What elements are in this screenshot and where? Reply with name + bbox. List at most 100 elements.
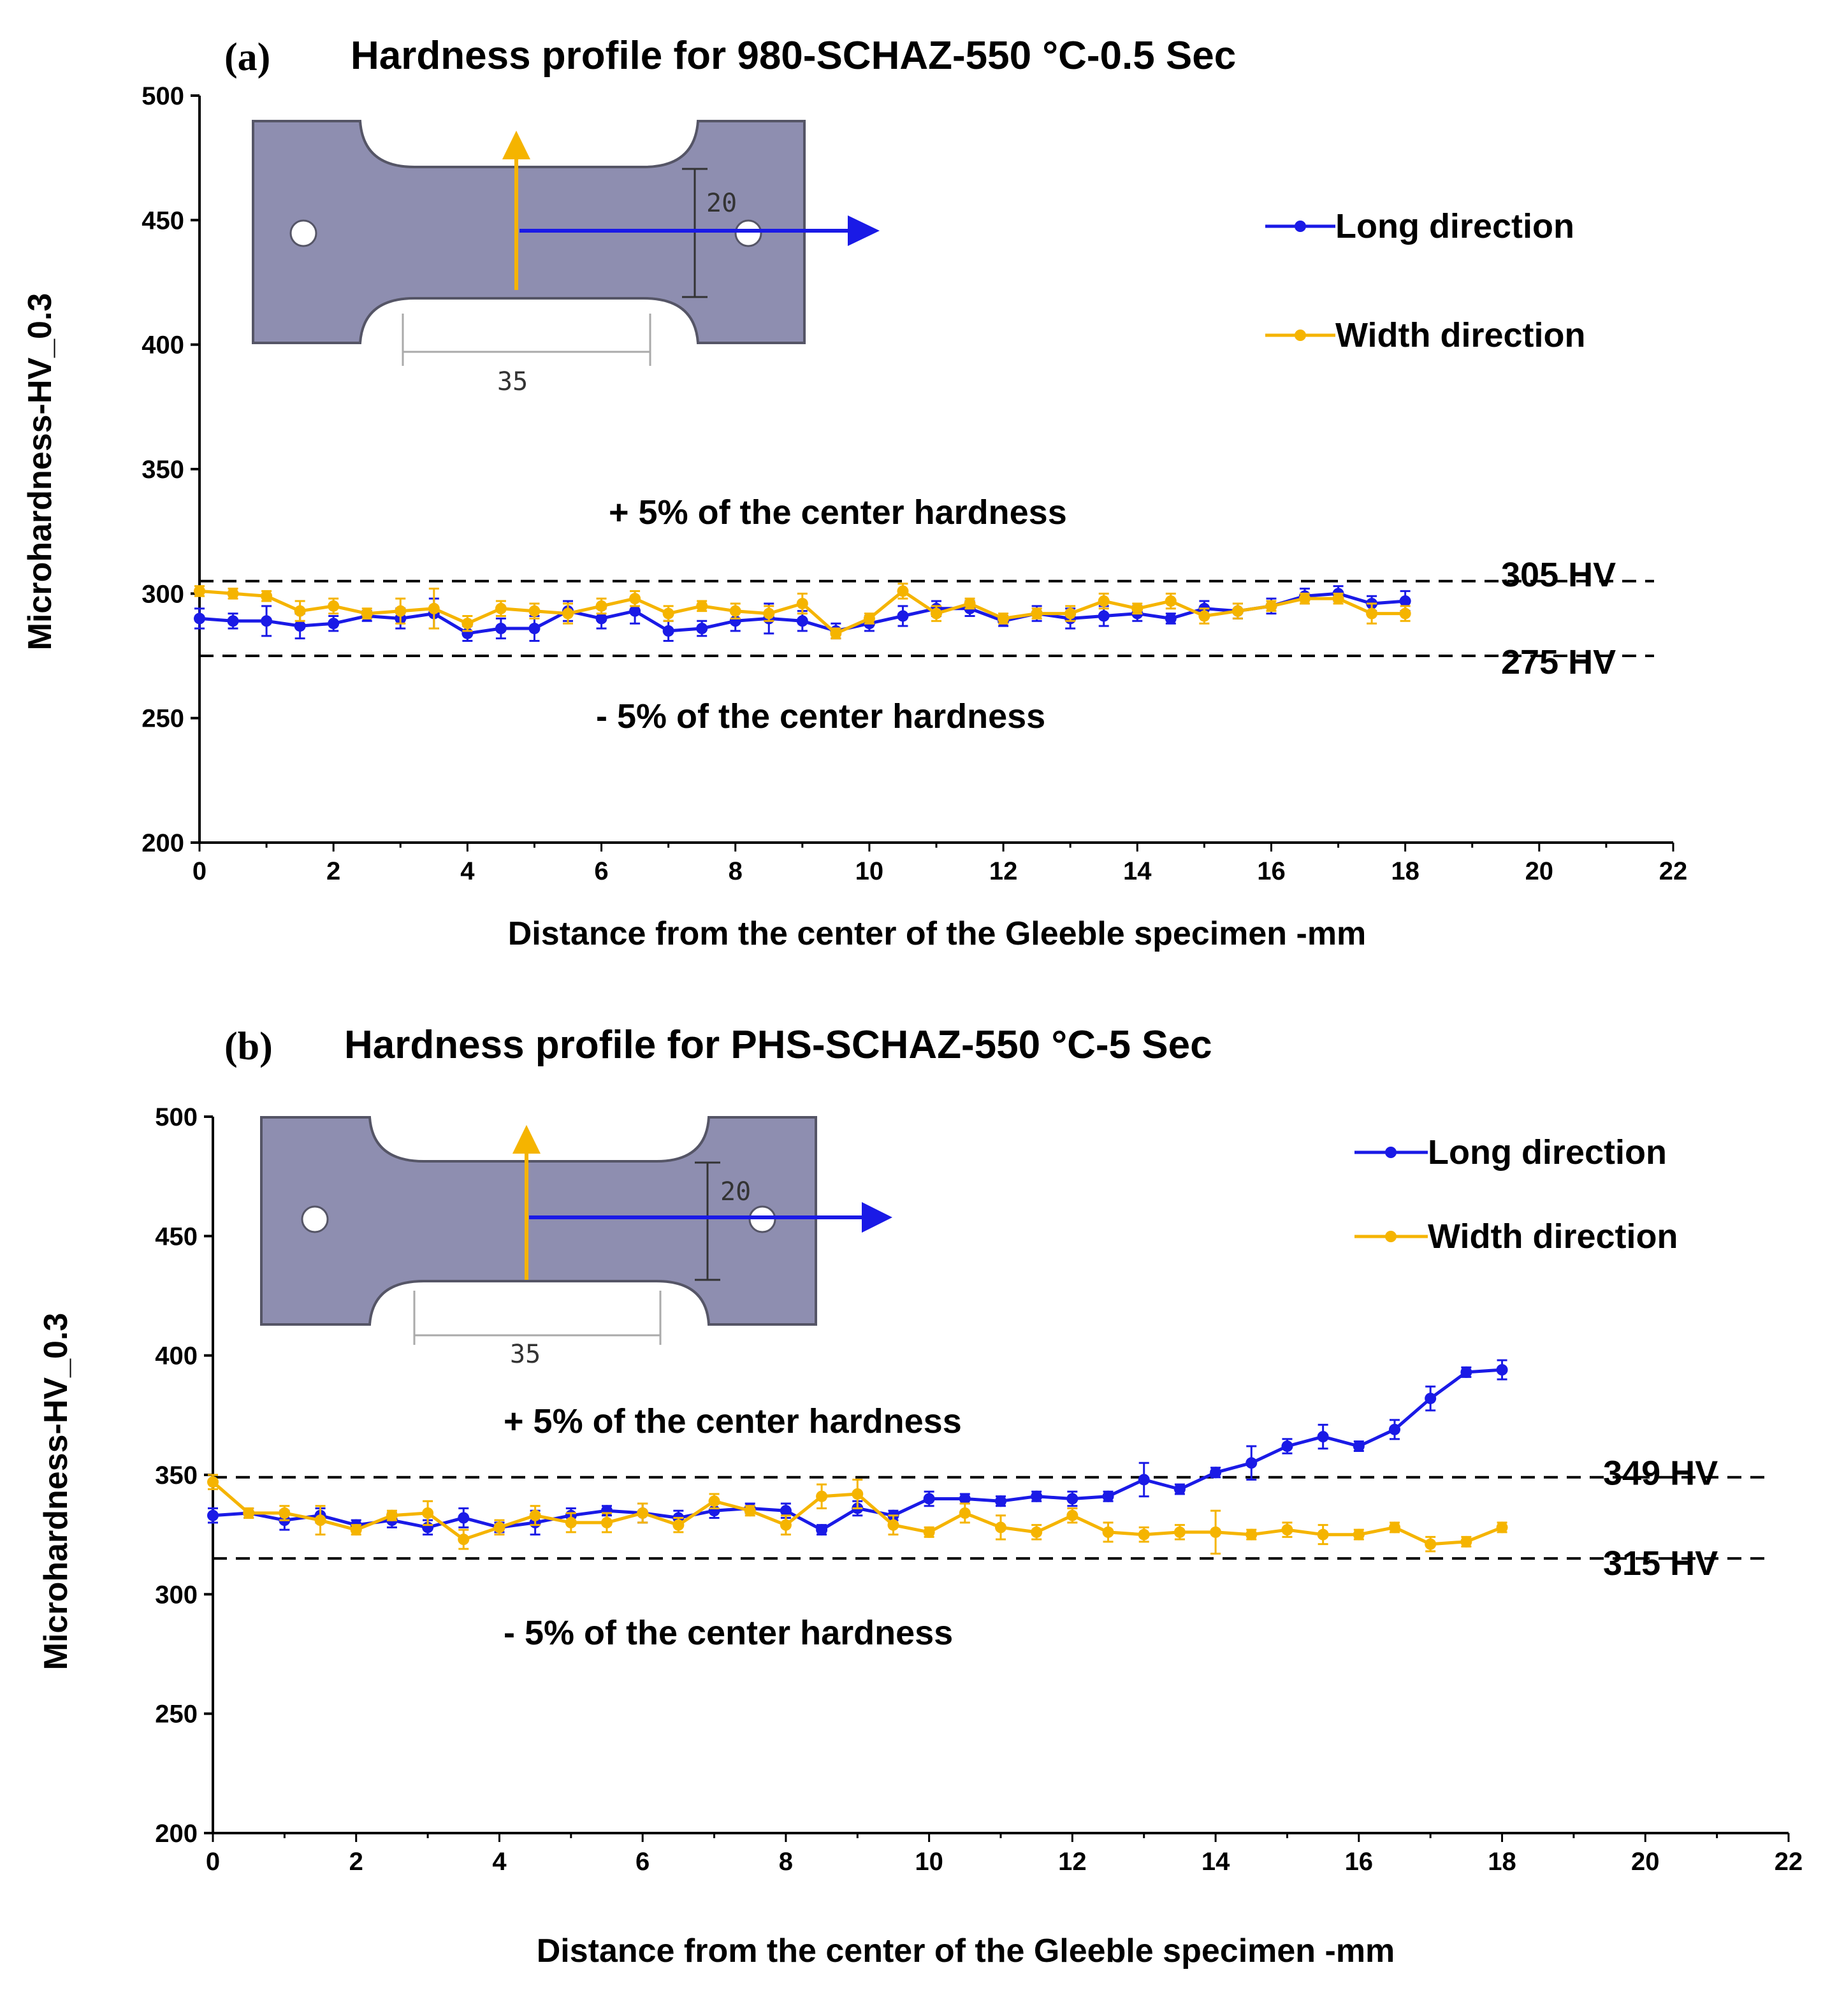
x-tick-label: 22	[1659, 857, 1688, 885]
data-point	[1064, 607, 1077, 620]
x-tick-label: 14	[1123, 857, 1152, 885]
data-series	[194, 583, 1411, 642]
data-point	[395, 605, 407, 617]
data-point	[672, 1519, 685, 1531]
data-point	[1066, 1509, 1078, 1521]
y-tick-label: 500	[142, 82, 184, 110]
x-ticks: 0 2 4 6 8 10 12 14 16 18 20 22	[206, 1833, 1803, 1876]
data-point	[1098, 610, 1110, 622]
panel-label: (a)	[224, 36, 270, 79]
data-point	[796, 615, 808, 627]
chart-title: Hardness profile for PHS-SCHAZ-550 °C-5 …	[344, 1023, 1212, 1067]
data-point	[1299, 593, 1311, 605]
specimen-diagram: 20 35	[252, 120, 880, 396]
data-point	[931, 607, 942, 620]
data-point	[1389, 1521, 1400, 1534]
length-dimension-label: 35	[510, 1340, 541, 1369]
x-tick-label: 6	[594, 857, 608, 885]
legend-width-label: Width direction	[1335, 316, 1585, 354]
reference-line-label: 315 HV	[1603, 1544, 1718, 1583]
width-direction-arrowhead	[512, 1125, 541, 1154]
data-point	[1317, 1431, 1329, 1443]
data-point	[1425, 1538, 1437, 1550]
data-point	[1031, 607, 1043, 620]
y-tick-label: 450	[142, 207, 184, 235]
y-tick-label: 450	[155, 1222, 198, 1251]
data-point	[1165, 595, 1177, 607]
y-axis-label: Microhardness-HV_0.3	[38, 1313, 75, 1671]
data-point	[637, 1507, 649, 1519]
legend-long-marker	[1385, 1147, 1397, 1158]
specimen-shape	[260, 1116, 817, 1326]
specimen-diagram: 20 35	[260, 1116, 892, 1369]
data-point	[1031, 1526, 1043, 1538]
x-tick-label: 0	[206, 1848, 220, 1876]
x-tick-label: 0	[192, 857, 207, 885]
legend-long-marker	[1295, 221, 1306, 232]
y-tick-label: 400	[155, 1342, 198, 1370]
data-point	[529, 1509, 541, 1521]
x-axis-label: Distance from the center of the Gleeble …	[508, 915, 1367, 952]
specimen-hole-right	[734, 219, 762, 247]
legend: Long direction Width direction	[1265, 207, 1585, 354]
x-tick-label: 8	[729, 857, 743, 885]
data-series	[207, 1359, 1508, 1555]
data-point	[696, 623, 708, 635]
data-point	[998, 613, 1010, 625]
reference-lines: 305 HV 275 HV	[200, 556, 1654, 681]
width-direction-arrowhead	[502, 131, 530, 159]
data-point	[863, 613, 875, 625]
y-tick-label: 200	[155, 1820, 198, 1848]
data-point	[1031, 1490, 1043, 1502]
data-point	[629, 605, 641, 617]
y-axis-label: Microhardness-HV_0.3	[22, 293, 59, 651]
data-point	[1245, 1528, 1258, 1541]
data-point	[959, 1493, 971, 1505]
chart-panel-a: (a) Hardness profile for 980-SCHAZ-550 °…	[22, 34, 1687, 952]
data-point	[227, 615, 239, 627]
data-point	[1460, 1366, 1472, 1378]
x-tick-label: 12	[989, 857, 1018, 885]
y-tick-label: 500	[155, 1103, 198, 1131]
data-point	[923, 1526, 935, 1538]
data-point	[1332, 593, 1344, 605]
data-point	[458, 1534, 470, 1546]
data-point	[1102, 1526, 1114, 1538]
x-axis-label: Distance from the center of the Gleeble …	[537, 1933, 1395, 1969]
long-direction-arrowhead	[848, 215, 880, 246]
legend-long-label: Long direction	[1428, 1133, 1667, 1171]
data-point	[1317, 1528, 1329, 1541]
long-direction-arrowhead	[862, 1202, 892, 1233]
data-point	[422, 1507, 434, 1519]
y-ticks: 200 250 300 350 400 450 500	[155, 1103, 213, 1848]
data-point	[1265, 600, 1277, 612]
data-point	[763, 607, 775, 620]
legend-width-label: Width direction	[1428, 1217, 1678, 1256]
data-point	[207, 1509, 219, 1521]
data-point	[194, 613, 205, 625]
data-point	[1425, 1393, 1437, 1405]
data-point	[696, 600, 708, 612]
data-point	[744, 1505, 756, 1517]
data-point	[495, 602, 507, 614]
data-point	[1173, 1483, 1186, 1495]
y-tick-label: 350	[142, 456, 184, 484]
data-point	[495, 623, 507, 635]
data-point	[350, 1524, 362, 1536]
reference-line-label: 349 HV	[1603, 1454, 1718, 1493]
data-point	[279, 1507, 291, 1519]
data-point	[816, 1524, 828, 1536]
upper-band-annotation: + 5% of the center hardness	[609, 493, 1067, 532]
data-point	[1496, 1364, 1508, 1376]
x-tick-label: 4	[492, 1848, 507, 1876]
data-point	[1198, 610, 1210, 622]
data-point	[1389, 1423, 1400, 1435]
width-dimension-label: 20	[720, 1177, 751, 1207]
x-ticks: 0 2 4 6 8 10 12 14 16 18 20 22	[192, 843, 1687, 885]
data-point	[1165, 613, 1177, 625]
data-point	[194, 585, 205, 597]
y-tick-label: 300	[155, 1581, 198, 1609]
specimen-hole-left	[301, 1205, 329, 1233]
x-tick-label: 22	[1775, 1848, 1803, 1876]
data-point	[1460, 1535, 1472, 1548]
